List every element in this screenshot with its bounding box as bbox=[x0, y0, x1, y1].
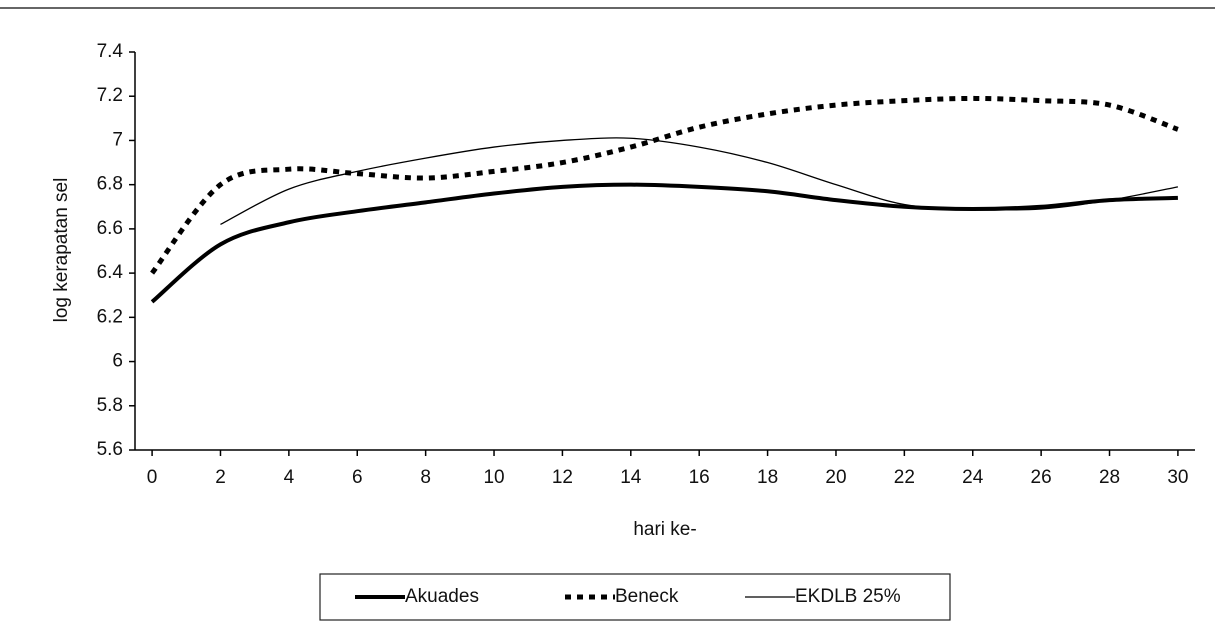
x-tick-label: 4 bbox=[284, 467, 295, 488]
legend-label: Beneck bbox=[615, 586, 679, 607]
x-tick-label: 22 bbox=[894, 467, 915, 488]
y-tick-label: 7.2 bbox=[97, 85, 123, 106]
y-tick-label: 6.6 bbox=[97, 218, 123, 239]
x-tick-label: 0 bbox=[147, 467, 158, 488]
x-tick-label: 18 bbox=[757, 467, 778, 488]
y-tick-label: 6.8 bbox=[97, 174, 123, 195]
y-tick-label: 6 bbox=[112, 351, 123, 372]
x-tick-label: 10 bbox=[483, 467, 504, 488]
x-tick-label: 2 bbox=[215, 467, 226, 488]
x-axis-label: hari ke- bbox=[633, 519, 696, 540]
y-axis-label: log kerapatan sel bbox=[51, 178, 72, 323]
y-tick-label: 7.4 bbox=[97, 41, 124, 62]
y-tick-label: 7 bbox=[112, 129, 123, 150]
x-tick-label: 14 bbox=[620, 467, 642, 488]
series-line bbox=[152, 185, 1178, 302]
legend-label: EKDLB 25% bbox=[795, 586, 901, 607]
y-tick-label: 5.8 bbox=[97, 395, 123, 416]
y-tick-label: 5.6 bbox=[97, 439, 123, 460]
legend-label: Akuades bbox=[405, 586, 479, 607]
page: {"chart_data": {"type": "line", "x_label… bbox=[0, 0, 1215, 622]
x-tick-label: 30 bbox=[1167, 467, 1188, 488]
x-tick-label: 28 bbox=[1099, 467, 1120, 488]
x-tick-label: 8 bbox=[420, 467, 431, 488]
y-tick-label: 6.4 bbox=[97, 262, 124, 283]
x-tick-label: 24 bbox=[962, 467, 984, 488]
x-tick-label: 20 bbox=[825, 467, 846, 488]
x-tick-label: 26 bbox=[1031, 467, 1052, 488]
y-tick-label: 6.2 bbox=[97, 306, 123, 327]
x-tick-label: 6 bbox=[352, 467, 363, 488]
chart: log kerapatan sel hari ke- 5.6 5.8 6 6.2 6.4… bbox=[0, 0, 1215, 622]
x-tick-label: 12 bbox=[552, 467, 573, 488]
x-tick-label: 16 bbox=[689, 467, 710, 488]
